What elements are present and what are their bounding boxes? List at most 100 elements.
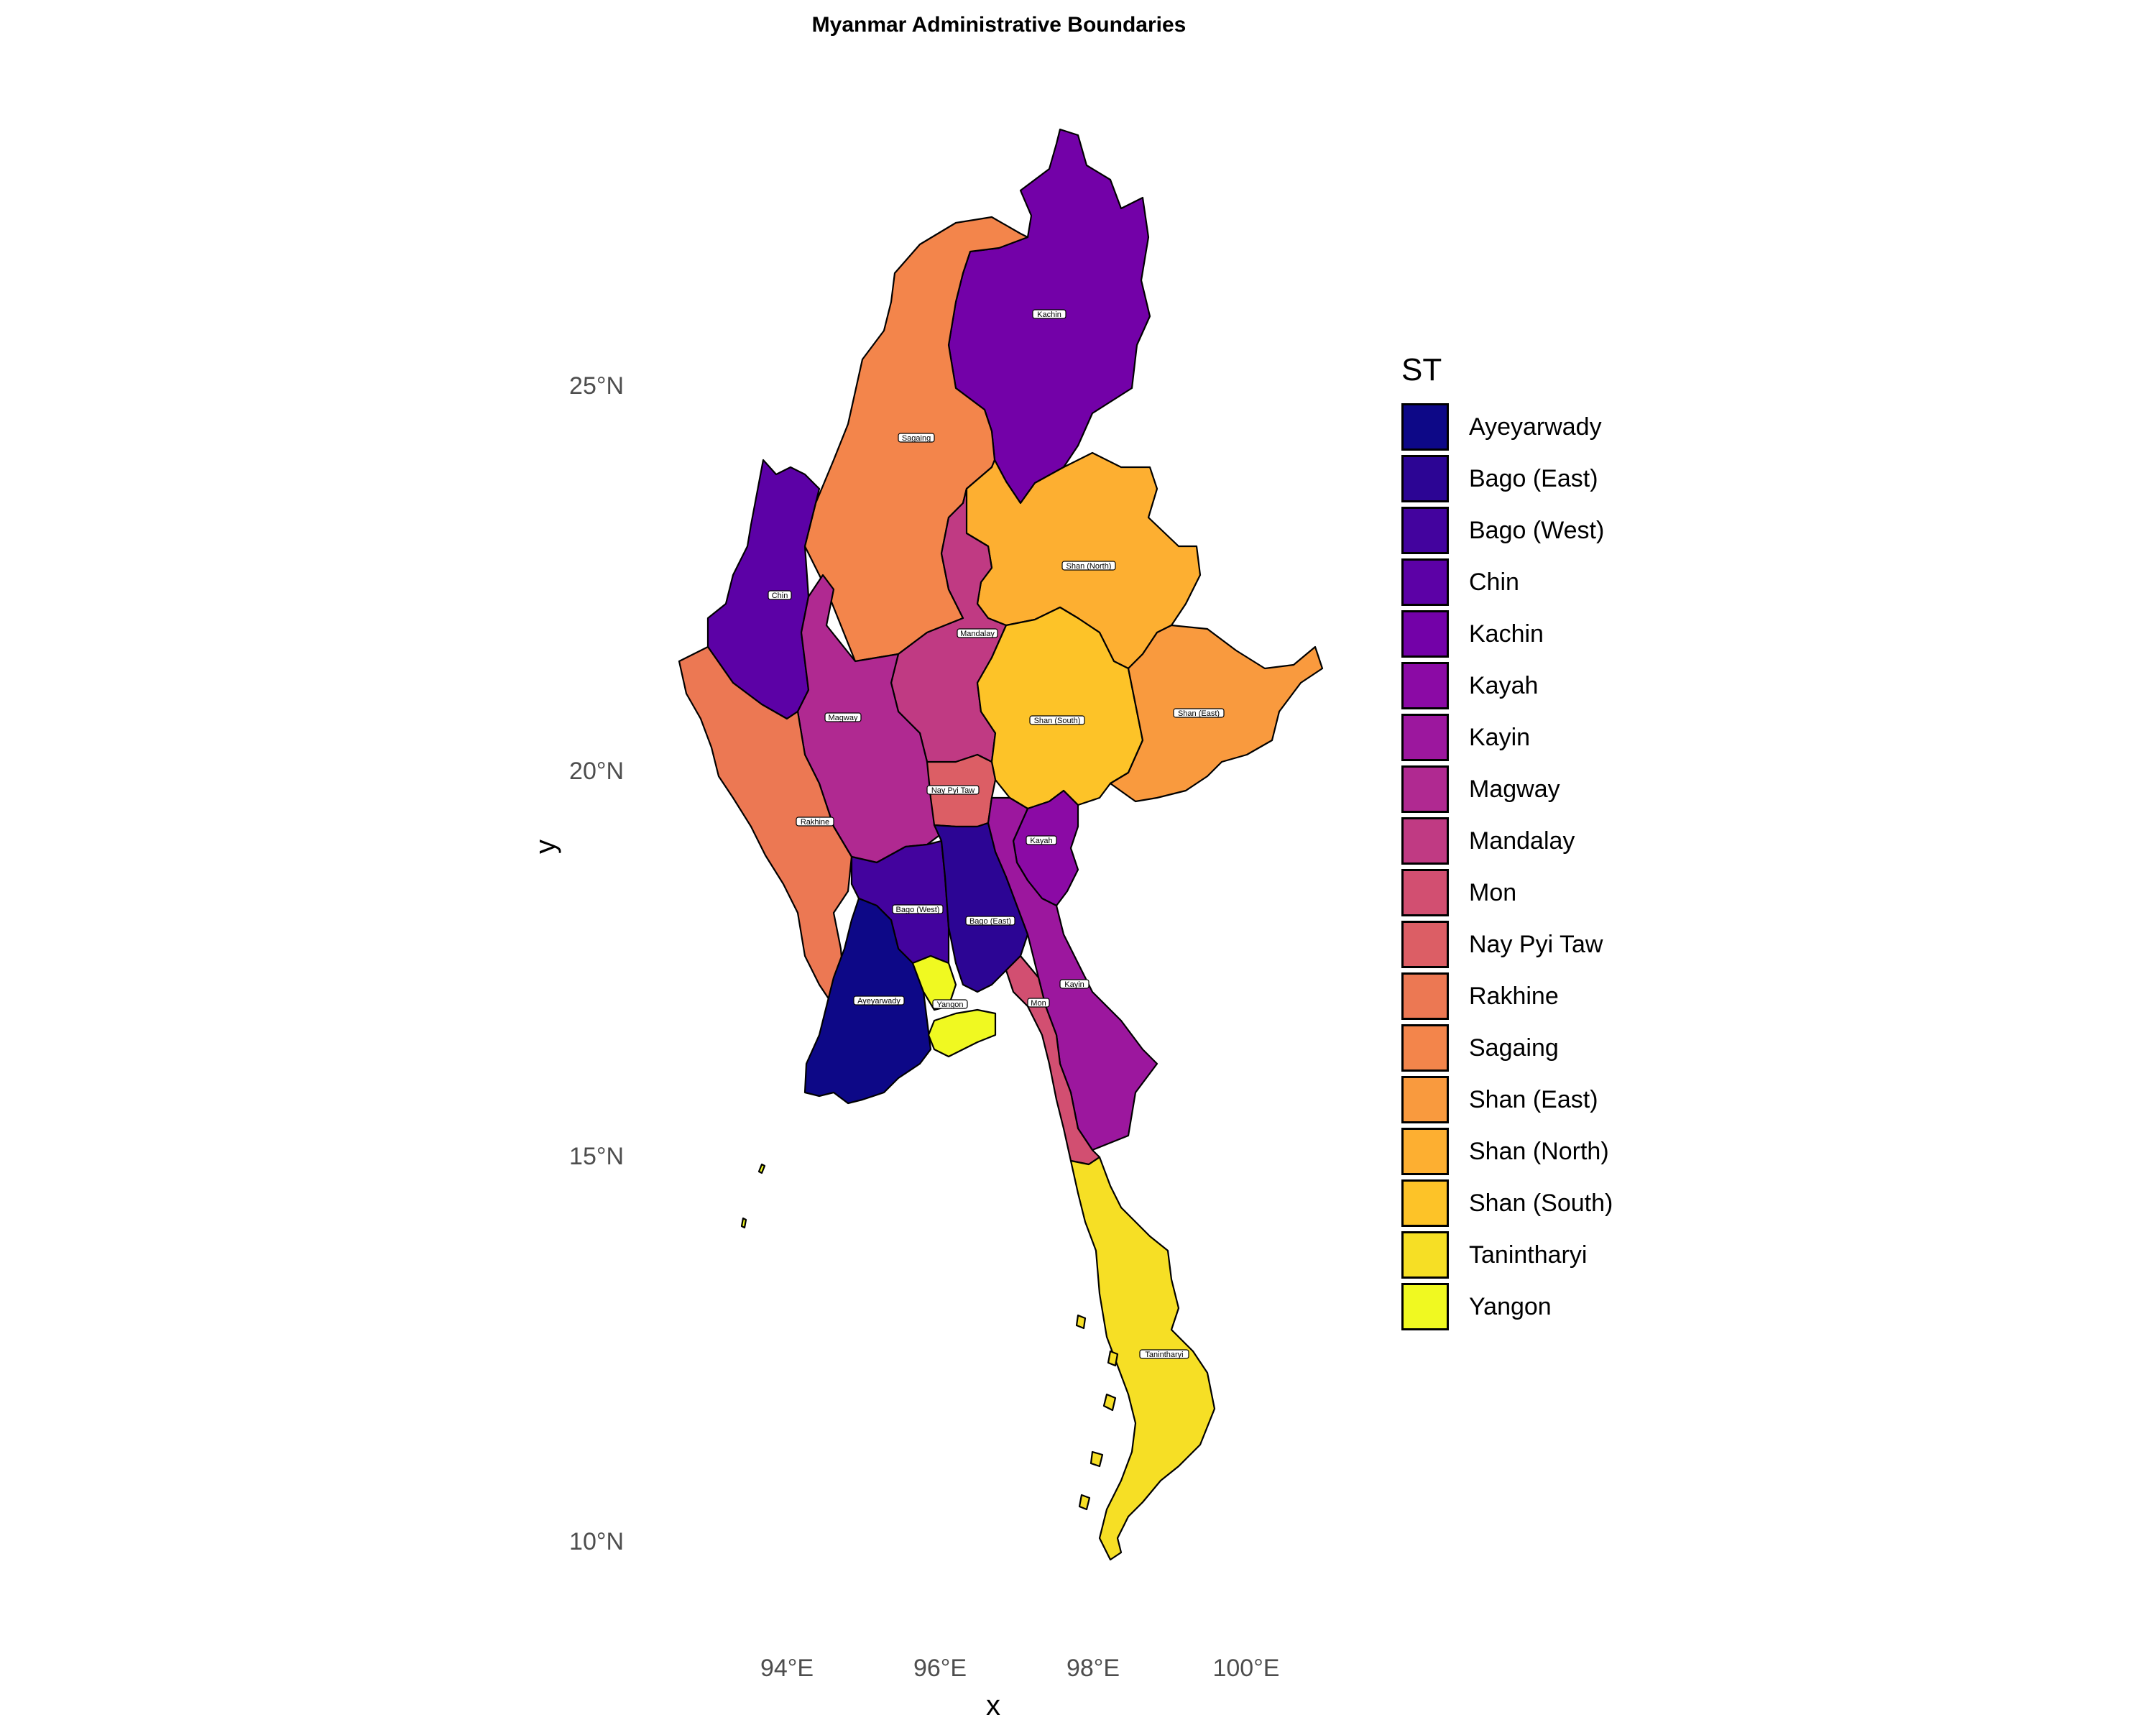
legend-item: Shan (North) — [1401, 1126, 1613, 1177]
label-shan-north: Shan (North) — [1061, 561, 1116, 571]
legend-swatch — [1401, 403, 1449, 451]
label-nay-pyi-taw: Nay Pyi Taw — [926, 785, 980, 795]
legend-swatch — [1401, 610, 1449, 658]
legend-swatch — [1401, 1283, 1449, 1330]
legend-item: Shan (East) — [1401, 1074, 1613, 1126]
legend-item: Nay Pyi Taw — [1401, 919, 1613, 970]
island-archipelago-3 — [1089, 1450, 1104, 1468]
legend-label: Yangon — [1469, 1292, 1552, 1320]
legend-swatch — [1401, 1024, 1449, 1072]
label-shan-east: Shan (East) — [1173, 708, 1225, 718]
legend: ST Ayeyarwady Bago (East) Bago (West) Chin K… — [1401, 352, 1613, 1333]
legend-label: Tanintharyi — [1469, 1241, 1588, 1269]
legend-title: ST — [1401, 352, 1442, 387]
island-archipelago-1 — [1107, 1350, 1119, 1367]
legend-swatch — [1401, 869, 1449, 916]
label-sagaing: Sagaing — [898, 433, 935, 443]
legend-swatch — [1401, 817, 1449, 865]
label-kachin: Kachin — [1032, 309, 1067, 319]
legend-item: Bago (East) — [1401, 453, 1613, 505]
legend-label: Ayeyarwady — [1469, 413, 1602, 441]
svg-text:Rakhine: Rakhine — [801, 818, 829, 827]
x-axis-title: x — [986, 1690, 1000, 1721]
legend-swatch — [1401, 765, 1449, 813]
legend-item: Bago (West) — [1401, 505, 1613, 556]
island-archipelago-2 — [1102, 1393, 1117, 1412]
label-rakhine: Rakhine — [796, 816, 834, 827]
legend-item: Shan (South) — [1401, 1177, 1613, 1229]
svg-text:Nay Pyi Taw: Nay Pyi Taw — [931, 786, 975, 795]
label-yangon: Yangon — [932, 999, 968, 1009]
map-title: Myanmar Administrative Boundaries — [811, 13, 1187, 37]
legend-swatch — [1401, 714, 1449, 761]
x-tick-94: 94°E — [760, 1655, 814, 1682]
legend-label: Shan (South) — [1469, 1189, 1613, 1217]
legend-label: Nay Pyi Taw — [1469, 930, 1603, 958]
legend-label: Shan (East) — [1469, 1085, 1598, 1113]
legend-label: Shan (North) — [1469, 1137, 1609, 1165]
island-coco-1 — [757, 1163, 766, 1174]
legend-label: Bago (West) — [1469, 516, 1605, 544]
label-shan-south: Shan (South) — [1029, 715, 1085, 725]
svg-text:Shan (South): Shan (South) — [1034, 717, 1081, 725]
y-tick-10: 10°N — [569, 1528, 624, 1555]
svg-text:Kachin: Kachin — [1037, 310, 1061, 319]
legend-swatch — [1401, 507, 1449, 554]
y-tick-15: 15°N — [569, 1143, 624, 1170]
legend-label: Chin — [1469, 568, 1519, 596]
legend-item: Magway — [1401, 763, 1613, 815]
legend-label: Kayah — [1469, 671, 1539, 699]
x-tick-98: 98°E — [1067, 1655, 1120, 1682]
label-kayah: Kayah — [1026, 835, 1057, 845]
legend-label: Sagaing — [1469, 1034, 1559, 1062]
legend-item: Mandalay — [1401, 815, 1613, 867]
legend-label: Mon — [1469, 878, 1517, 906]
legend-swatch — [1401, 455, 1449, 502]
svg-text:Tanintharyi: Tanintharyi — [1145, 1351, 1183, 1359]
svg-text:Shan (East): Shan (East) — [1178, 709, 1220, 718]
region-kayin — [987, 796, 1158, 1151]
legend-item: Yangon — [1401, 1281, 1613, 1333]
label-tanintharyi: Tanintharyi — [1139, 1349, 1189, 1359]
island-archipelago-4 — [1078, 1494, 1091, 1511]
legend-item: Kachin — [1401, 608, 1613, 660]
svg-text:Yangon: Yangon — [936, 1000, 963, 1009]
legend-item: Kayah — [1401, 660, 1613, 712]
svg-text:Shan (North): Shan (North) — [1067, 562, 1112, 571]
svg-text:Kayah: Kayah — [1030, 837, 1052, 845]
x-tick-96: 96°E — [913, 1655, 967, 1682]
legend-item: Rakhine — [1401, 970, 1613, 1022]
legend-swatch — [1401, 1231, 1449, 1279]
legend-swatch — [1401, 921, 1449, 968]
legend-label: Magway — [1469, 775, 1560, 803]
legend-label: Kayin — [1469, 723, 1531, 751]
legend-swatch — [1401, 662, 1449, 709]
svg-text:Sagaing: Sagaing — [902, 434, 931, 443]
legend-swatch — [1401, 1128, 1449, 1175]
label-ayeyarwady: Ayeyarwady — [853, 995, 905, 1006]
label-bago-east: Bago (East) — [965, 916, 1015, 926]
region-yangon — [911, 954, 997, 1058]
legend-item: Mon — [1401, 867, 1613, 919]
label-bago-west: Bago (West) — [892, 904, 944, 914]
svg-text:Bago (West): Bago (West) — [896, 906, 940, 914]
label-mandalay: Mandalay — [957, 628, 998, 638]
svg-text:Mon: Mon — [1031, 999, 1046, 1008]
svg-text:Mandalay: Mandalay — [960, 630, 995, 638]
legend-item: Tanintharyi — [1401, 1229, 1613, 1281]
legend-items: Ayeyarwady Bago (East) Bago (West) Chin Kach… — [1401, 401, 1613, 1333]
legend-swatch — [1401, 558, 1449, 606]
legend-item: Chin — [1401, 556, 1613, 608]
label-mon: Mon — [1027, 998, 1050, 1008]
legend-item: Sagaing — [1401, 1022, 1613, 1074]
legend-label: Mandalay — [1469, 827, 1575, 855]
y-axis-title: y — [530, 840, 561, 854]
y-tick-20: 20°N — [569, 758, 624, 785]
legend-item: Kayin — [1401, 712, 1613, 763]
legend-swatch — [1401, 1076, 1449, 1123]
legend-label: Rakhine — [1469, 982, 1559, 1010]
legend-item: Ayeyarwady — [1401, 401, 1613, 453]
svg-text:Chin: Chin — [772, 592, 788, 600]
svg-text:Ayeyarwady: Ayeyarwady — [857, 997, 900, 1006]
